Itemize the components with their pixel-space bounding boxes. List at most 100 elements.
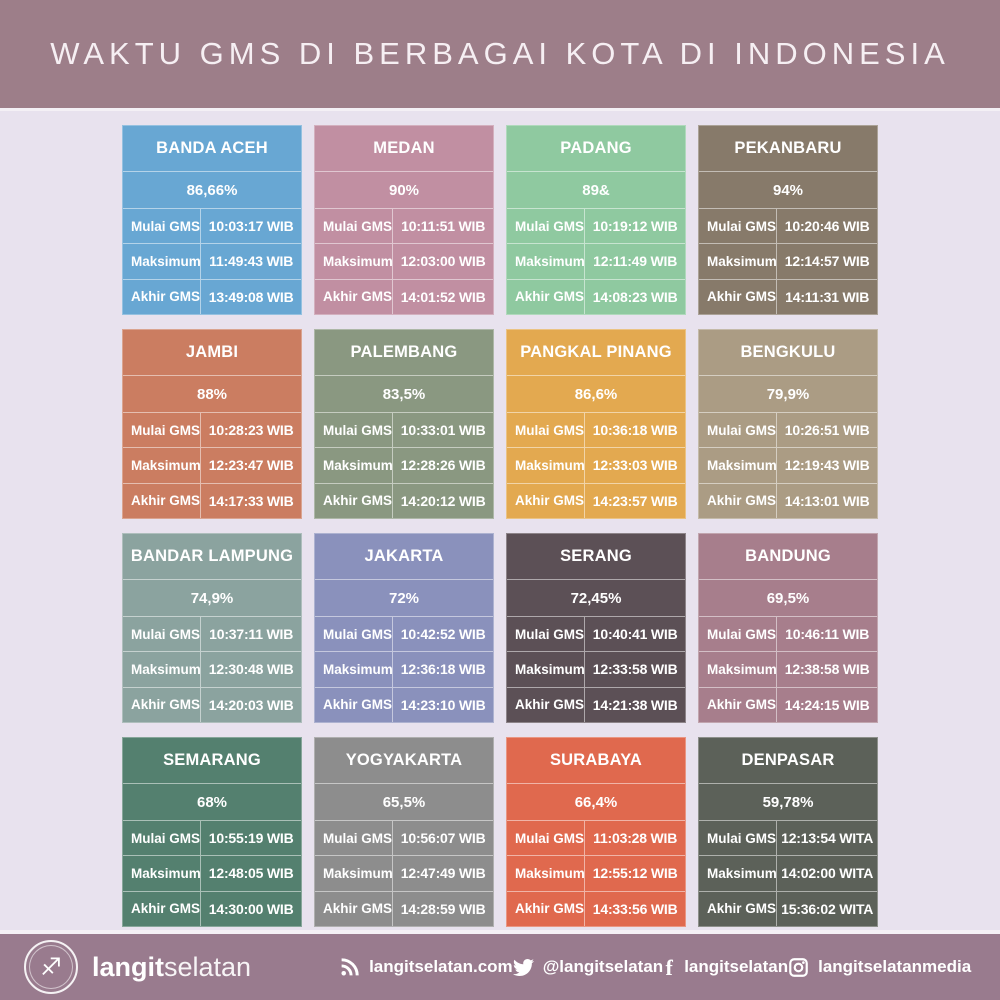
akhir-gms-time: 13:49:08 WIB bbox=[208, 288, 294, 305]
akhir-gms-row: Akhir GMS 14:13:01 WIB bbox=[699, 482, 877, 518]
akhir-gms-label: Akhir GMS bbox=[123, 483, 202, 518]
akhir-gms-label: Akhir GMS bbox=[699, 279, 778, 314]
langitselatan-stamp-logo: ♐ bbox=[24, 940, 78, 994]
city-card: SURABAYA 66,4% Mulai GMS 11:03:28 WIB Ma… bbox=[506, 737, 686, 927]
maksimum-row: Maksimum 12:36:18 WIB bbox=[315, 651, 493, 687]
akhir-gms-label: Akhir GMS bbox=[123, 891, 202, 926]
maksimum-label: Maksimum bbox=[123, 652, 202, 687]
maksimum-label: Maksimum bbox=[315, 448, 394, 483]
obscuration-percent: 88% bbox=[123, 375, 301, 412]
mulai-gms-time: 10:42:52 WIB bbox=[400, 626, 486, 643]
maksimum-row: Maksimum 12:33:58 WIB bbox=[507, 651, 685, 687]
facebook-link[interactable]: f langitselatan bbox=[663, 954, 789, 980]
akhir-gms-label: Akhir GMS bbox=[315, 891, 394, 926]
website-label: langitselatan.com bbox=[369, 957, 513, 976]
city-card: PANGKAL PINANG 86,6% Mulai GMS 10:36:18 … bbox=[506, 329, 686, 519]
akhir-gms-label: Akhir GMS bbox=[123, 687, 202, 722]
akhir-gms-label: Akhir GMS bbox=[507, 687, 586, 722]
mulai-gms-row: Mulai GMS 10:40:41 WIB bbox=[507, 616, 685, 652]
akhir-gms-time: 14:28:59 WIB bbox=[400, 900, 486, 917]
maksimum-row: Maksimum 12:48:05 WIB bbox=[123, 855, 301, 891]
maksimum-time: 12:47:49 WIB bbox=[400, 865, 486, 882]
city-name: PEKANBARU bbox=[734, 139, 842, 157]
city-name: BANDA ACEH bbox=[156, 139, 268, 157]
mulai-gms-time: 10:37:11 WIB bbox=[209, 626, 294, 643]
maksimum-row: Maksimum 12:47:49 WIB bbox=[315, 855, 493, 891]
maksimum-row: Maksimum 12:30:48 WIB bbox=[123, 651, 301, 687]
akhir-gms-row: Akhir GMS 14:23:57 WIB bbox=[507, 482, 685, 518]
instagram-link[interactable]: langitselatanmedia bbox=[788, 957, 971, 978]
akhir-gms-row: Akhir GMS 14:20:12 WIB bbox=[315, 482, 493, 518]
city-name: PALEMBANG bbox=[350, 343, 458, 361]
akhir-gms-row: Akhir GMS 14:20:03 WIB bbox=[123, 686, 301, 722]
akhir-gms-time: 14:11:31 WIB bbox=[785, 288, 870, 305]
maksimum-time: 12:48:05 WIB bbox=[208, 865, 294, 882]
maksimum-time: 12:38:58 WIB bbox=[784, 661, 870, 678]
obscuration-percent: 72,45% bbox=[507, 579, 685, 616]
maksimum-label: Maksimum bbox=[315, 856, 394, 891]
obscuration-percent: 83,5% bbox=[315, 375, 493, 412]
mulai-gms-time: 10:03:17 WIB bbox=[208, 218, 294, 235]
maksimum-time: 12:19:43 WIB bbox=[784, 457, 870, 474]
obscuration-percent: 94% bbox=[699, 171, 877, 208]
maksimum-row: Maksimum 12:11:49 WIB bbox=[507, 243, 685, 279]
akhir-gms-label: Akhir GMS bbox=[699, 687, 778, 722]
city-card: PADANG 89& Mulai GMS 10:19:12 WIB Maksim… bbox=[506, 125, 686, 315]
mulai-gms-label: Mulai GMS bbox=[507, 209, 586, 244]
akhir-gms-time: 14:33:56 WIB bbox=[592, 900, 678, 917]
sagittarius-icon: ♐ bbox=[40, 953, 62, 981]
akhir-gms-row: Akhir GMS 14:08:23 WIB bbox=[507, 278, 685, 314]
akhir-gms-time: 14:24:15 WIB bbox=[784, 696, 870, 713]
obscuration-percent: 90% bbox=[315, 171, 493, 208]
akhir-gms-row: Akhir GMS 14:30:00 WIB bbox=[123, 890, 301, 926]
facebook-label: langitselatan bbox=[684, 957, 789, 976]
maksimum-time: 11:49:43 WIB bbox=[209, 253, 294, 270]
city-card: BANDA ACEH 86,66% Mulai GMS 10:03:17 WIB… bbox=[122, 125, 302, 315]
mulai-gms-row: Mulai GMS 10:20:46 WIB bbox=[699, 208, 877, 244]
akhir-gms-row: Akhir GMS 14:17:33 WIB bbox=[123, 482, 301, 518]
mulai-gms-label: Mulai GMS bbox=[699, 821, 778, 856]
instagram-icon bbox=[789, 957, 808, 977]
maksimum-label: Maksimum bbox=[507, 856, 586, 891]
maksimum-time: 12:03:00 WIB bbox=[400, 253, 486, 270]
maksimum-row: Maksimum 12:55:12 WIB bbox=[507, 855, 685, 891]
twitter-label: @langitselatan bbox=[542, 957, 664, 976]
obscuration-percent: 86,66% bbox=[123, 171, 301, 208]
footer-bar: ♐ langitselatan langitselatan.com @langi… bbox=[0, 934, 1000, 1000]
mulai-gms-row: Mulai GMS 10:11:51 WIB bbox=[315, 208, 493, 244]
akhir-gms-row: Akhir GMS 13:49:08 WIB bbox=[123, 278, 301, 314]
city-name: SURABAYA bbox=[549, 751, 643, 769]
twitter-link[interactable]: @langitselatan bbox=[512, 957, 664, 978]
mulai-gms-time: 10:26:51 WIB bbox=[784, 422, 870, 439]
city-name: BANDUNG bbox=[745, 547, 831, 565]
maksimum-time: 12:14:57 WIB bbox=[784, 253, 870, 270]
mulai-gms-label: Mulai GMS bbox=[507, 821, 586, 856]
akhir-gms-time: 14:21:38 WIB bbox=[592, 696, 678, 713]
maksimum-label: Maksimum bbox=[123, 856, 202, 891]
city-name: JAKARTA bbox=[364, 547, 444, 565]
akhir-gms-row: Akhir GMS 14:21:38 WIB bbox=[507, 686, 685, 722]
maksimum-time: 12:33:58 WIB bbox=[592, 661, 678, 678]
akhir-gms-time: 14:20:03 WIB bbox=[208, 696, 294, 713]
maksimum-time: 12:55:12 WIB bbox=[592, 865, 678, 882]
facebook-icon: f bbox=[665, 954, 673, 980]
instagram-label: langitselatanmedia bbox=[818, 957, 972, 976]
mulai-gms-time: 10:40:41 WIB bbox=[592, 626, 678, 643]
maksimum-time: 12:23:47 WIB bbox=[208, 457, 294, 474]
mulai-gms-row: Mulai GMS 10:55:19 WIB bbox=[123, 820, 301, 856]
akhir-gms-time: 14:23:10 WIB bbox=[400, 696, 486, 713]
city-name: BANDAR LAMPUNG bbox=[130, 547, 294, 565]
akhir-gms-row: Akhir GMS 14:24:15 WIB bbox=[699, 686, 877, 722]
maksimum-time: 12:30:48 WIB bbox=[208, 661, 294, 678]
mulai-gms-row: Mulai GMS 11:03:28 WIB bbox=[507, 820, 685, 856]
city-name: BENGKULU bbox=[740, 343, 836, 361]
akhir-gms-label: Akhir GMS bbox=[123, 279, 202, 314]
mulai-gms-time: 12:13:54 WITA bbox=[781, 830, 874, 847]
city-card: SEMARANG 68% Mulai GMS 10:55:19 WIB Maks… bbox=[122, 737, 302, 927]
akhir-gms-row: Akhir GMS 14:23:10 WIB bbox=[315, 686, 493, 722]
akhir-gms-row: Akhir GMS 15:36:02 WITA bbox=[699, 890, 877, 926]
maksimum-row: Maksimum 12:14:57 WIB bbox=[699, 243, 877, 279]
mulai-gms-label: Mulai GMS bbox=[123, 821, 202, 856]
obscuration-percent: 86,6% bbox=[507, 375, 685, 412]
website-link[interactable]: langitselatan.com bbox=[339, 957, 513, 978]
